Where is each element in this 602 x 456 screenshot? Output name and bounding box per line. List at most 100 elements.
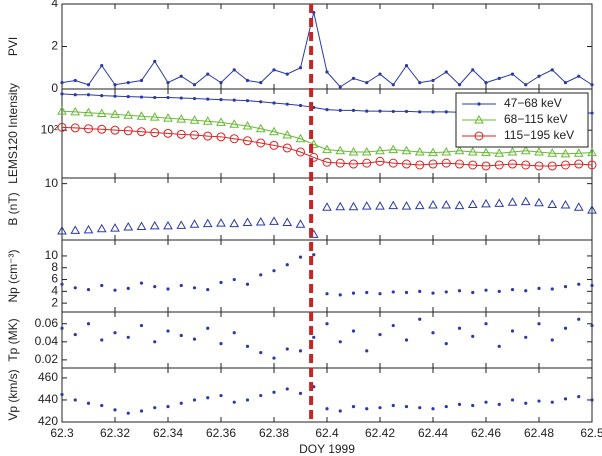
marker — [192, 96, 197, 101]
y-axis-label: LEMS120 Intensity — [6, 83, 20, 184]
marker — [166, 95, 170, 100]
marker — [454, 145, 465, 155]
x-tick-label: 62.36 — [206, 426, 236, 440]
marker — [428, 200, 438, 209]
marker — [97, 124, 107, 134]
y-tick-label: 10² — [41, 122, 58, 136]
marker — [70, 225, 81, 234]
marker — [481, 198, 491, 208]
marker — [86, 322, 91, 326]
marker — [113, 94, 117, 98]
marker — [534, 197, 544, 207]
marker — [285, 387, 289, 391]
marker — [365, 349, 369, 353]
y-tick-label: 0 — [51, 81, 58, 95]
marker — [163, 220, 173, 230]
legend-label: 115−195 keV — [504, 128, 574, 142]
marker — [83, 224, 94, 234]
marker — [325, 292, 329, 296]
marker — [457, 326, 462, 330]
marker — [86, 93, 91, 97]
marker — [590, 398, 594, 402]
marker — [285, 72, 289, 76]
marker — [457, 402, 462, 406]
marker — [401, 145, 412, 155]
marker — [149, 220, 160, 230]
marker — [259, 273, 263, 277]
marker — [298, 391, 303, 395]
marker — [298, 349, 303, 353]
marker — [335, 201, 346, 211]
marker — [365, 109, 369, 113]
marker — [510, 398, 515, 402]
x-tick-label: 62.4 — [315, 426, 339, 440]
marker — [418, 110, 422, 114]
marker — [60, 282, 64, 286]
marker — [351, 329, 356, 333]
marker — [179, 283, 183, 288]
marker — [245, 78, 250, 83]
marker — [537, 322, 541, 326]
marker — [428, 147, 438, 157]
marker — [441, 200, 452, 209]
marker — [468, 160, 478, 170]
marker — [219, 97, 223, 102]
marker — [73, 286, 77, 290]
marker — [378, 332, 382, 337]
y-tick-label: 0.06 — [35, 316, 59, 330]
marker — [153, 285, 157, 289]
marker — [255, 123, 266, 133]
marker — [577, 317, 581, 321]
marker — [153, 95, 157, 100]
marker — [484, 81, 488, 85]
marker — [534, 146, 544, 156]
marker — [415, 160, 425, 170]
marker — [136, 221, 147, 230]
marker — [202, 116, 213, 125]
marker — [57, 106, 67, 115]
panel-frame — [61, 177, 593, 241]
marker — [561, 160, 570, 170]
marker — [272, 390, 276, 394]
marker — [189, 115, 200, 124]
marker — [391, 290, 395, 294]
marker — [418, 406, 422, 410]
marker — [298, 255, 303, 259]
panel-frame — [61, 311, 593, 369]
marker — [431, 110, 435, 114]
marker — [163, 128, 173, 138]
marker — [560, 200, 571, 209]
marker — [590, 283, 594, 288]
marker — [563, 326, 568, 330]
marker — [272, 269, 276, 273]
marker — [375, 201, 385, 210]
marker — [272, 68, 276, 72]
marker — [96, 108, 107, 118]
marker — [378, 109, 382, 113]
marker — [573, 148, 584, 157]
marker — [285, 102, 289, 106]
marker — [60, 392, 64, 397]
marker — [126, 81, 130, 85]
marker — [494, 160, 504, 170]
marker — [444, 110, 448, 114]
y-axis-label: Vp (km/s) — [6, 369, 20, 420]
panel-frame — [61, 3, 593, 90]
marker — [179, 74, 183, 78]
marker — [229, 119, 240, 128]
marker — [309, 152, 319, 162]
y-tick-label: 4 — [51, 284, 58, 298]
marker — [295, 133, 306, 143]
y-tick-label: 460 — [38, 370, 58, 384]
marker — [534, 161, 544, 171]
marker — [149, 112, 160, 121]
marker — [348, 146, 359, 156]
marker — [471, 403, 475, 408]
marker — [414, 200, 425, 210]
marker — [100, 94, 104, 98]
marker — [219, 81, 223, 85]
marker — [441, 158, 451, 168]
marker — [378, 406, 382, 410]
marker — [391, 323, 395, 328]
x-tick-label: 62.46 — [471, 426, 501, 440]
